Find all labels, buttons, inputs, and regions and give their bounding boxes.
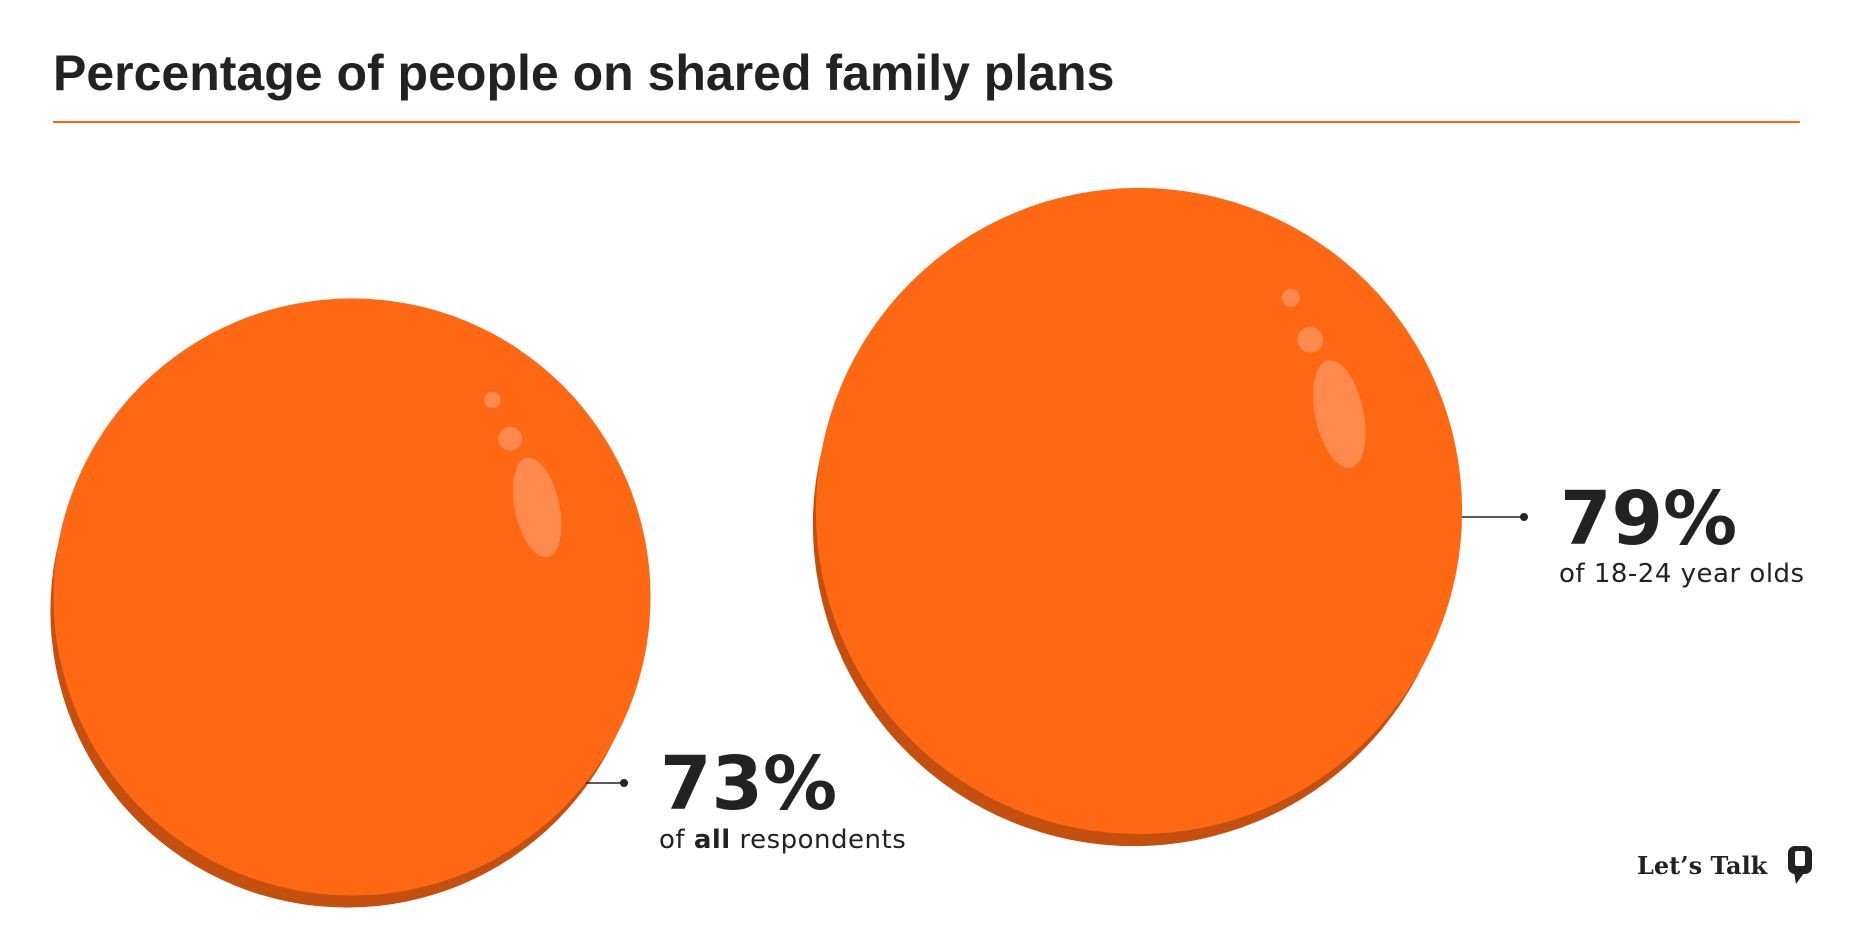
category-label-part: all — [694, 825, 731, 855]
category-label: of all respondents — [659, 825, 906, 855]
logo-icon — [1788, 846, 1812, 884]
category-label: of 18-24 year olds — [1559, 559, 1805, 589]
value-label: 79% — [1560, 476, 1737, 562]
value-label: 73% — [660, 741, 837, 827]
category-label-part: respondents — [731, 825, 907, 855]
bubble — [815, 187, 1463, 835]
bubble — [53, 298, 651, 896]
highlight — [1297, 326, 1324, 353]
highlight — [483, 391, 501, 409]
category-label-part: of — [659, 825, 694, 855]
highlight — [498, 426, 523, 451]
chart-title: Percentage of people on shared family pl… — [53, 45, 1114, 101]
highlight — [1313, 360, 1366, 469]
category-label-part: of 18-24 year olds — [1559, 559, 1805, 589]
connector-dot — [1520, 513, 1528, 521]
highlight — [512, 457, 562, 558]
highlight — [1281, 288, 1300, 307]
connector-dot — [620, 779, 628, 787]
logo-text: Let’s Talk — [1637, 851, 1769, 880]
